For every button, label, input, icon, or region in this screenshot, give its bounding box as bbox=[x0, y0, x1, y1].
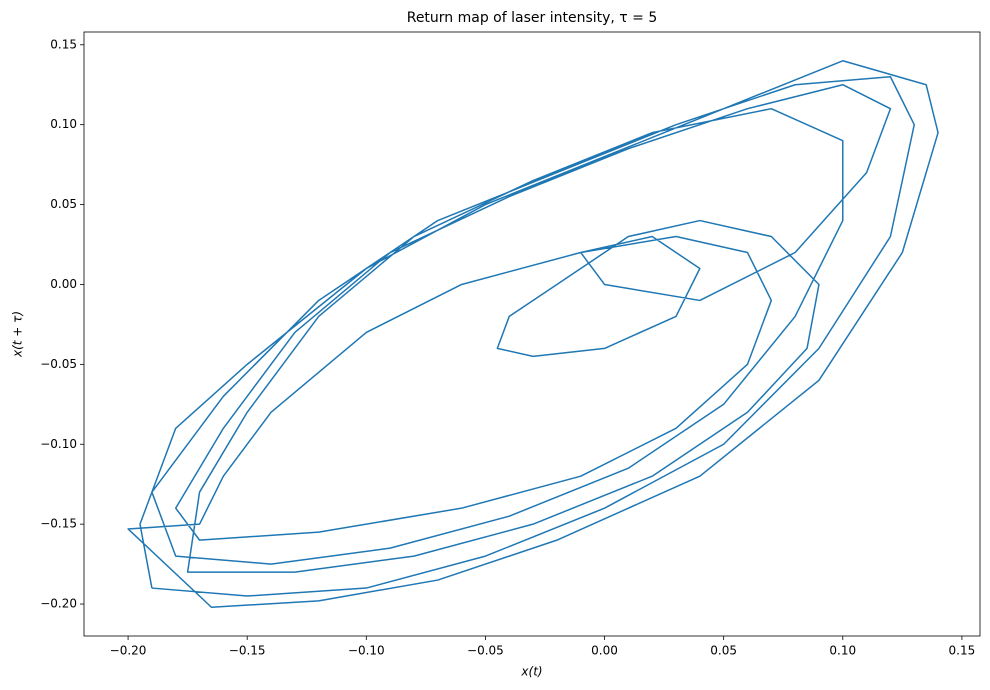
y-tick-label: 0.05 bbox=[50, 197, 77, 211]
x-tick-label: −0.20 bbox=[110, 644, 147, 658]
y-tick-label: 0.10 bbox=[50, 117, 77, 131]
y-axis-label: x(t + τ) bbox=[11, 311, 25, 358]
y-tick-label: −0.20 bbox=[40, 597, 77, 611]
x-tick-label: 0.15 bbox=[949, 644, 976, 658]
x-tick-label: 0.00 bbox=[591, 644, 618, 658]
y-tick-label: −0.15 bbox=[40, 517, 77, 531]
y-tick-label: −0.10 bbox=[40, 437, 77, 451]
y-tick-label: 0.00 bbox=[50, 277, 77, 291]
y-tick-label: −0.05 bbox=[40, 357, 77, 371]
x-tick-label: 0.10 bbox=[829, 644, 856, 658]
series-line bbox=[127, 60, 939, 608]
x-tick-label: −0.10 bbox=[348, 644, 385, 658]
x-tick-label: 0.05 bbox=[710, 644, 737, 658]
x-axis-label: x(t) bbox=[520, 665, 542, 679]
chart-title: Return map of laser intensity, τ = 5 bbox=[407, 10, 658, 26]
plot-frame bbox=[83, 31, 981, 637]
x-tick-label: −0.15 bbox=[229, 644, 266, 658]
y-tick-label: 0.15 bbox=[50, 37, 77, 51]
x-tick-label: −0.05 bbox=[467, 644, 504, 658]
